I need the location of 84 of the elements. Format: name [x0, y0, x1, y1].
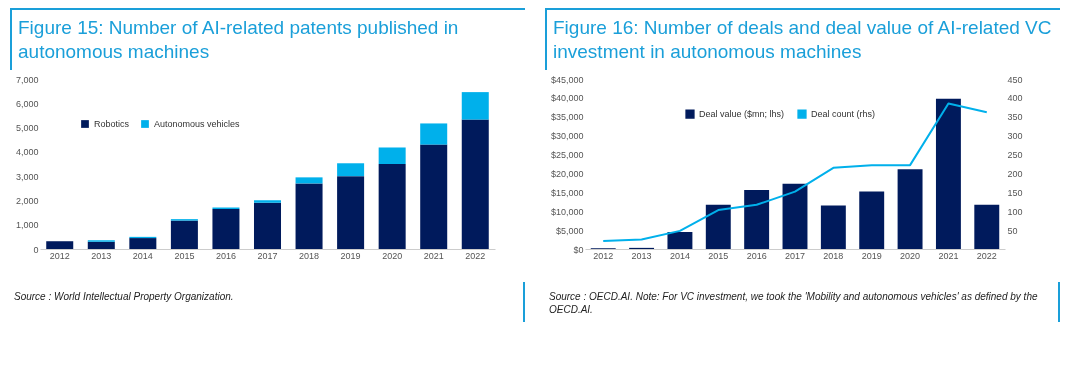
x-tick-label: 2018: [299, 250, 320, 261]
bar: [705, 204, 731, 249]
x-tick-label: 2022: [465, 250, 486, 261]
legend-label: Deal value ($mn; lhs): [699, 109, 785, 120]
y2-tick-label: 100: [1007, 206, 1023, 217]
bar: [897, 169, 923, 249]
bar: [46, 241, 74, 249]
x-tick-label: 2018: [823, 250, 844, 261]
x-tick-label: 2021: [423, 250, 444, 261]
bar: [295, 183, 323, 249]
line-series: [602, 102, 988, 243]
y-tick-label: 4,000: [15, 147, 39, 158]
y-tick-label: 5,000: [15, 123, 39, 134]
y-tick-label: $10,000: [550, 206, 584, 217]
y-tick-label: 3,000: [15, 171, 39, 182]
x-tick-label: 2012: [593, 250, 614, 261]
y-tick-label: $45,000: [550, 74, 584, 85]
x-tick-label: 2016: [215, 250, 236, 261]
bar: [337, 163, 365, 177]
x-tick-label: 2017: [257, 250, 278, 261]
x-tick-label: 2013: [631, 250, 652, 261]
bar: [820, 205, 846, 249]
bar: [744, 190, 770, 249]
bar: [337, 176, 365, 249]
source-note: Source : World Intellectual Property Organization.: [14, 290, 235, 303]
x-tick-label: 2020: [900, 250, 921, 261]
y2-tick-label: 450: [1007, 74, 1023, 85]
bar: [170, 220, 198, 249]
chart-title: Figure 15: Number of AI-related patents published in autonomous machines: [10, 8, 525, 70]
y-tick-label: $15,000: [550, 187, 584, 198]
bar: [935, 98, 961, 249]
x-tick-label: 2015: [174, 250, 195, 261]
x-tick-label: 2016: [746, 250, 767, 261]
bar: [420, 123, 448, 145]
bar: [378, 164, 406, 249]
x-tick-label: 2014: [132, 250, 153, 261]
y-tick-label: $30,000: [550, 131, 584, 142]
source-note: Source : OECD.AI. Note: For VC investment, we took the 'Mobility and autonomous vehicles' as defined by the OECD.AI.: [549, 290, 1039, 316]
x-tick-label: 2014: [669, 250, 690, 261]
x-tick-label: 2017: [784, 250, 806, 261]
bar: [87, 241, 115, 249]
x-tick-label: 2021: [938, 250, 959, 261]
y-tick-label: $5,000: [555, 225, 584, 236]
y-tick-label: $0: [573, 244, 584, 255]
bar: [420, 144, 448, 249]
y2-tick-label: 300: [1007, 131, 1023, 142]
y-tick-label: $25,000: [550, 150, 584, 161]
bar: [461, 92, 489, 120]
bar: [295, 177, 323, 184]
bar: [212, 208, 240, 249]
bar: [859, 191, 885, 249]
y-tick-label: 7,000: [15, 74, 39, 85]
y-tick-label: $20,000: [550, 168, 584, 179]
bar: [461, 119, 489, 249]
y-tick-label: 2,000: [15, 195, 39, 206]
y2-tick-label: 150: [1007, 187, 1023, 198]
y-tick-label: 1,000: [15, 220, 39, 231]
legend-label: Robotics: [94, 119, 130, 129]
bar: [667, 232, 693, 249]
bar: [782, 183, 808, 249]
y-tick-label: $35,000: [550, 112, 584, 123]
bar: [254, 200, 281, 203]
y-tick-label: $40,000: [550, 93, 584, 104]
y2-tick-label: 200: [1007, 168, 1023, 179]
bar: [974, 204, 1000, 249]
x-tick-label: 2019: [340, 250, 361, 261]
bar: [254, 202, 281, 249]
y2-tick-label: 400: [1007, 93, 1023, 104]
y2-tick-label: 250: [1007, 150, 1023, 161]
y-tick-label: 0: [33, 244, 39, 255]
bar: [378, 147, 406, 164]
x-tick-label: 2015: [708, 250, 729, 261]
x-tick-label: 2020: [382, 250, 403, 261]
x-tick-label: 2013: [91, 250, 112, 261]
y-tick-label: 6,000: [15, 98, 39, 109]
y2-tick-label: 350: [1007, 112, 1023, 123]
legend-label: Autonomous vehicles: [154, 119, 241, 129]
y2-tick-label: 50: [1007, 225, 1018, 236]
x-tick-label: 2012: [49, 250, 70, 261]
x-tick-label: 2019: [861, 250, 882, 261]
chart-title: Figure 16: Number of deals and deal value of AI-related VC investment in autonomous machines: [545, 8, 1060, 70]
x-tick-label: 2022: [976, 250, 997, 261]
legend-label: Deal count (rhs): [811, 109, 876, 120]
bar: [129, 238, 157, 249]
